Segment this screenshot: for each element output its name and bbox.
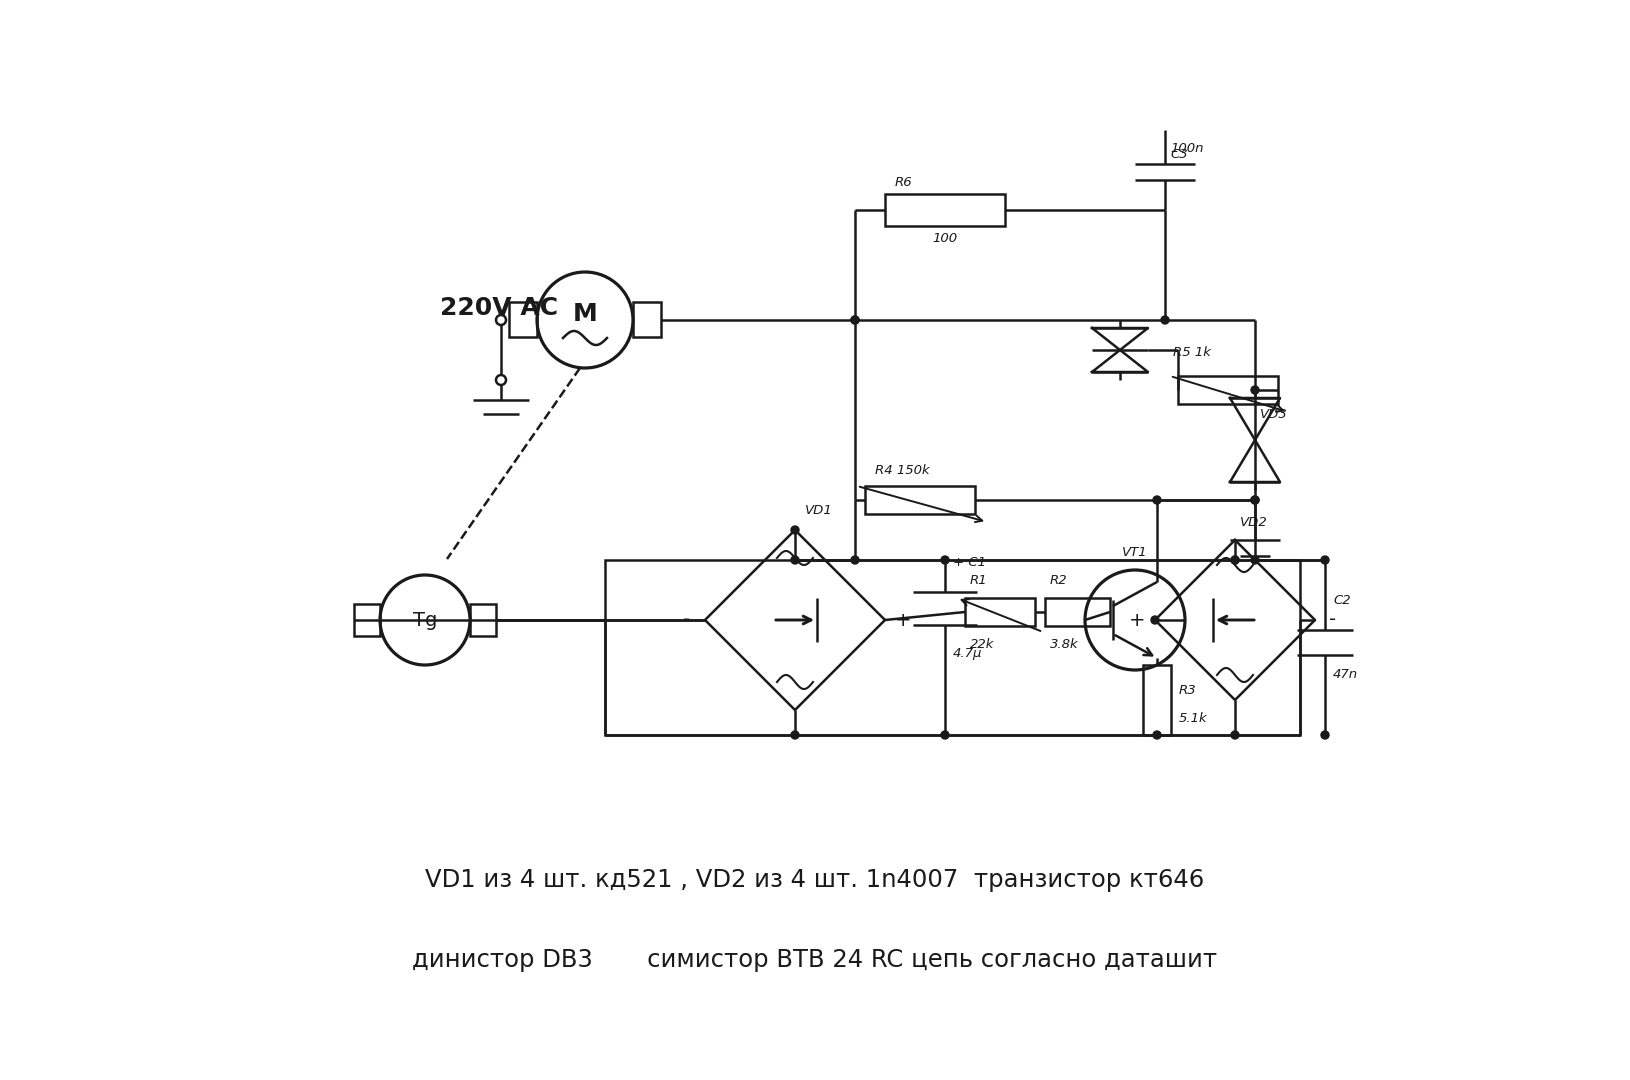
Text: VT1: VT1 xyxy=(1121,545,1148,558)
Bar xyxy=(605,561,1301,735)
Circle shape xyxy=(1161,316,1169,324)
Circle shape xyxy=(791,556,799,564)
Text: R1: R1 xyxy=(970,573,988,586)
Circle shape xyxy=(941,731,949,739)
Circle shape xyxy=(851,316,859,324)
Text: R2: R2 xyxy=(1050,573,1068,586)
Text: 5.1k: 5.1k xyxy=(1178,712,1208,725)
Text: R6: R6 xyxy=(895,175,913,189)
Bar xyxy=(885,194,1006,226)
Circle shape xyxy=(1231,556,1239,564)
Text: C3: C3 xyxy=(1170,148,1188,162)
Text: +: + xyxy=(1128,610,1146,630)
Circle shape xyxy=(1250,496,1258,504)
Text: Tg: Tg xyxy=(412,610,437,630)
Bar xyxy=(509,302,536,337)
Text: VD2: VD2 xyxy=(1240,515,1268,528)
Circle shape xyxy=(1250,386,1258,394)
Bar xyxy=(632,302,662,337)
Circle shape xyxy=(791,526,799,534)
Text: 100n: 100n xyxy=(1170,141,1203,154)
Text: R5 1k: R5 1k xyxy=(1174,346,1211,359)
Text: VD1 из 4 шт. кд521 , VD2 из 4 шт. 1n4007  транзистор кт646: VD1 из 4 шт. кд521 , VD2 из 4 шт. 1n4007… xyxy=(425,868,1205,892)
Text: 47n: 47n xyxy=(1333,669,1358,681)
Bar xyxy=(1178,376,1278,404)
Circle shape xyxy=(791,731,799,739)
Circle shape xyxy=(1152,496,1161,504)
Circle shape xyxy=(1151,616,1159,624)
Bar xyxy=(469,604,496,636)
Text: +: + xyxy=(895,610,911,630)
Bar xyxy=(1143,665,1170,735)
Bar xyxy=(965,598,1035,626)
Text: R4 150k: R4 150k xyxy=(875,463,929,476)
Text: -: - xyxy=(1330,610,1337,630)
Text: 220V AC: 220V AC xyxy=(440,296,557,320)
Text: -: - xyxy=(683,610,691,630)
Text: 4.7μ: 4.7μ xyxy=(954,647,983,660)
Text: динистор DB3       симистор ВТВ 24 RC цепь согласно даташит: динистор DB3 симистор ВТВ 24 RC цепь сог… xyxy=(412,948,1218,972)
Circle shape xyxy=(1250,556,1258,564)
Circle shape xyxy=(851,316,859,324)
Text: R3: R3 xyxy=(1178,684,1196,697)
Text: 3.8k: 3.8k xyxy=(1050,637,1079,650)
Circle shape xyxy=(1320,556,1328,564)
Text: VD3: VD3 xyxy=(1260,408,1288,421)
Circle shape xyxy=(1231,731,1239,739)
Text: 22k: 22k xyxy=(970,637,994,650)
Text: VD1: VD1 xyxy=(805,503,833,516)
Text: M: M xyxy=(572,302,597,326)
Text: C2: C2 xyxy=(1333,594,1351,607)
Bar xyxy=(866,486,975,514)
Circle shape xyxy=(1231,556,1239,564)
Circle shape xyxy=(1250,496,1258,504)
Circle shape xyxy=(1152,731,1161,739)
Text: + C1: + C1 xyxy=(954,555,986,568)
Circle shape xyxy=(1320,731,1328,739)
Circle shape xyxy=(851,556,859,564)
Text: 100: 100 xyxy=(932,231,957,244)
Bar xyxy=(1045,598,1110,626)
Bar xyxy=(354,604,380,636)
Circle shape xyxy=(941,556,949,564)
